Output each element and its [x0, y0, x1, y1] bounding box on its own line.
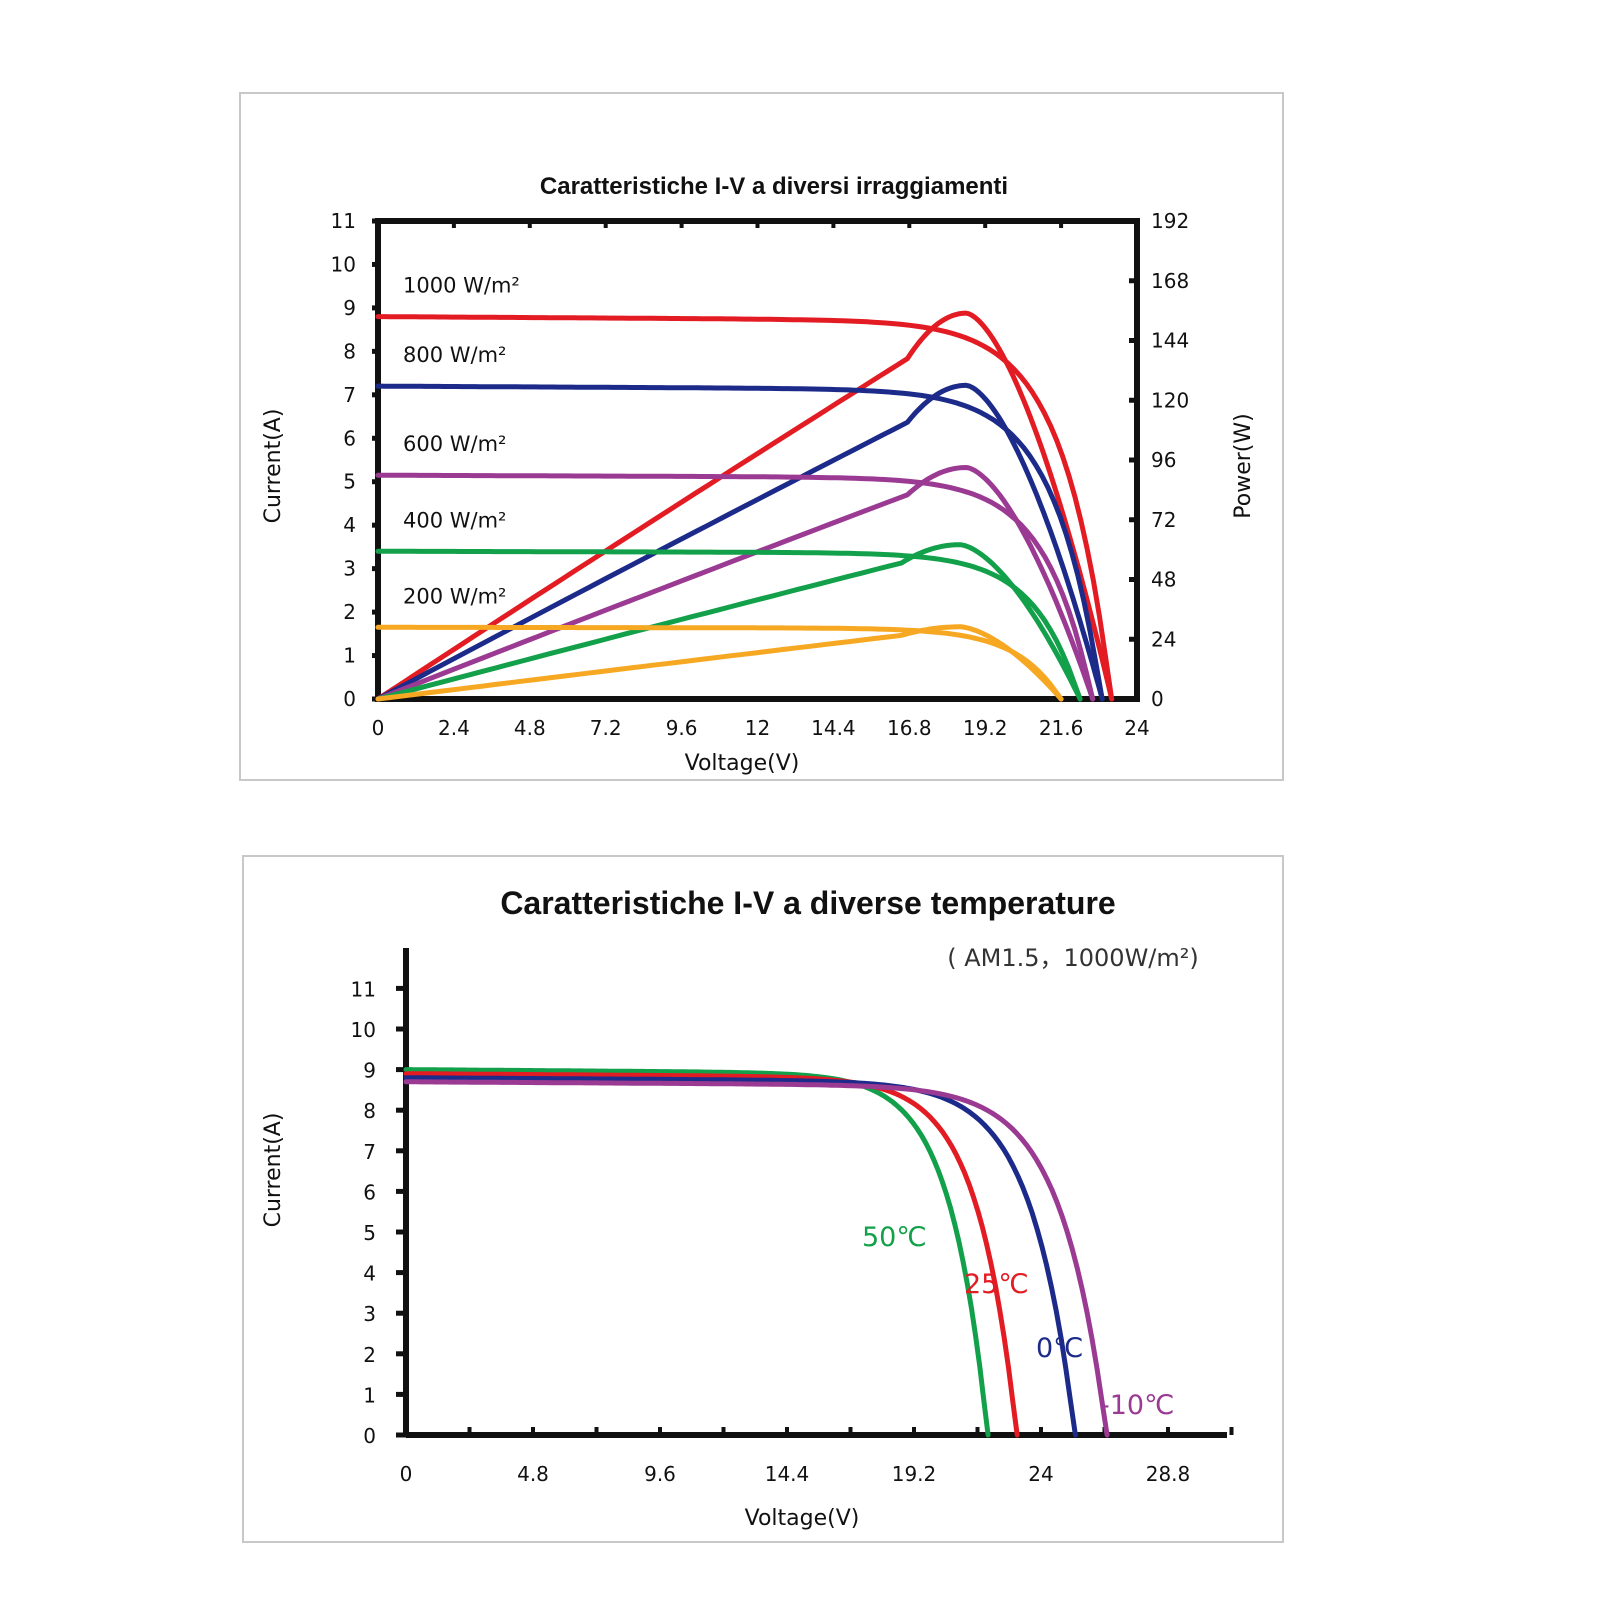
y2-tick-label: 120 [1151, 388, 1189, 412]
series-label-1000wm2: 1000 W/m² [403, 274, 520, 298]
pv-curve-1000wm2 [375, 310, 1115, 702]
y-tick-label: 7 [363, 1140, 376, 1164]
x-tick-label: 28.8 [1146, 1462, 1191, 1486]
pv-curve-400wm2 [375, 542, 1083, 702]
chart-title-temperature: Caratteristiche I-V a diverse temperatur… [500, 885, 1115, 921]
x-tick-label: 2.4 [438, 716, 470, 740]
x-tick-label: 21.6 [1039, 716, 1084, 740]
series-label-800wm2: 800 W/m² [403, 343, 506, 367]
y-tick-label: 6 [363, 1180, 376, 1204]
y2-tick-label: 144 [1151, 329, 1189, 353]
y-tick-label: 2 [343, 600, 356, 624]
x-axis-label-irradiance: Voltage(V) [685, 751, 800, 776]
y-tick-label: 1 [363, 1383, 376, 1407]
curve-label-50c: 50℃ [862, 1222, 927, 1253]
x-tick-label: 19.2 [963, 716, 1008, 740]
chart-title-irradiance: Caratteristiche I-V a diversi irraggiame… [540, 173, 1008, 200]
x-tick-label: 24 [1028, 1462, 1053, 1486]
series-label-600wm2: 600 W/m² [403, 432, 506, 456]
y-tick-label: 1 [343, 644, 356, 668]
y-tick-label: 8 [343, 339, 356, 363]
curve-label-25c: 25℃ [964, 1269, 1029, 1300]
x-tick-label: 0 [372, 716, 385, 740]
plot-irradiance: 0 2.4 4.8 7.2 9.6 12 14.4 16.8 19.2 21.6 240123456… [331, 209, 1190, 740]
x-tick-label: 0 [400, 1462, 413, 1486]
x-tick-label: 16.8 [887, 716, 932, 740]
y2-tick-label: 168 [1151, 269, 1189, 293]
plot-temperature: 0 4.8 9.6 14.4 19.2 24 28.8 0 1 2 3 4 5 6 7 8 9 10 11 50℃ 25… [351, 948, 1234, 1486]
y-tick-label: 11 [351, 977, 376, 1001]
y2-tick-label: 96 [1151, 448, 1176, 472]
y-tick-label: 3 [363, 1302, 376, 1326]
x-tick-label: 14.4 [811, 716, 856, 740]
y-tick-label: 4 [363, 1262, 376, 1286]
x-tick-label: 4.8 [514, 716, 546, 740]
y-tick-label: 10 [351, 1018, 376, 1042]
iv-curve-0c [403, 1075, 1078, 1438]
iv-curve-minus10c [403, 1079, 1110, 1438]
y-tick-label: 8 [363, 1099, 376, 1123]
x-tick-label: 4.8 [517, 1462, 549, 1486]
iv-curve-1000wm2 [375, 314, 1115, 702]
x-tick-label: 9.6 [666, 716, 698, 740]
y-tick-label: 9 [363, 1059, 376, 1083]
pv-curve-800wm2 [375, 382, 1105, 702]
y-tick-label: 11 [331, 209, 356, 233]
y-tick-label: 9 [343, 296, 356, 320]
pv-curve-600wm2 [375, 465, 1096, 702]
y2-tick-label: 48 [1151, 568, 1176, 592]
x-axis-label-temperature: Voltage(V) [745, 1506, 860, 1531]
x-tick-label: 7.2 [590, 716, 622, 740]
pv-curve-200wm2 [375, 624, 1064, 702]
curve-label-0c: 0℃ [1036, 1333, 1084, 1364]
y-tick-label: 3 [343, 557, 356, 581]
iv-curve-200wm2 [375, 624, 1064, 702]
y2-tick-label: 72 [1151, 508, 1176, 532]
x-tick-label: 9.6 [644, 1462, 676, 1486]
y-tick-label: 7 [343, 383, 356, 407]
series-label-400wm2: 400 W/m² [403, 508, 506, 532]
y-axis-label-temperature: Current(A) [261, 1113, 286, 1228]
iv-curve-800wm2 [375, 383, 1105, 702]
y2-tick-label: 24 [1151, 627, 1176, 651]
series-label-200wm2: 200 W/m² [403, 584, 506, 608]
y-tick-label: 6 [343, 426, 356, 450]
x-tick-label: 12 [745, 716, 770, 740]
y-tick-label: 4 [343, 513, 356, 537]
chart-panel-temperature [242, 855, 1284, 1543]
y-tick-label: 0 [343, 687, 356, 711]
x-tick-label: 19.2 [892, 1462, 937, 1486]
y2-tick-label: 192 [1151, 209, 1189, 233]
y-tick-label: 5 [363, 1221, 376, 1245]
iv-curve-600wm2 [375, 472, 1096, 702]
y2-tick-label: 0 [1151, 687, 1164, 711]
y-tick-label: 10 [331, 252, 356, 276]
y2-axis-label-irradiance: Power(W) [1231, 413, 1256, 518]
curve-label-minus10c: -10℃ [1100, 1390, 1174, 1421]
x-tick-label: 14.4 [765, 1462, 810, 1486]
x-tick-label: 24 [1124, 716, 1149, 740]
y-axis-label-irradiance: Current(A) [261, 409, 286, 524]
y-tick-label: 2 [363, 1343, 376, 1367]
y-tick-label: 0 [363, 1424, 376, 1448]
iv-curve-50c [403, 1067, 991, 1438]
iv-curve-400wm2 [375, 548, 1083, 702]
chart-subtitle-conditions: ( AM1.5，1000W/m²) [947, 944, 1199, 972]
iv-curve-25c [403, 1071, 1020, 1438]
y-tick-label: 5 [343, 470, 356, 494]
